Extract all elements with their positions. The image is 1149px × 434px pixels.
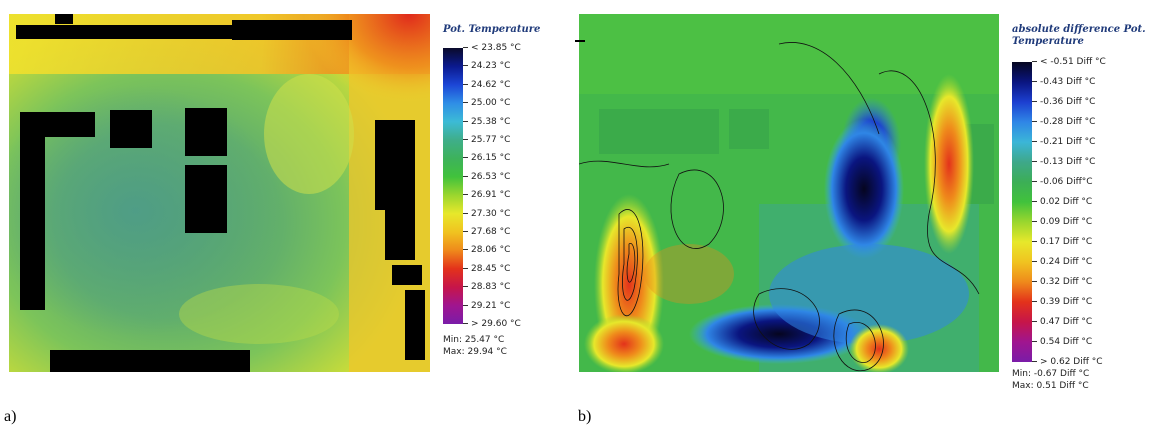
legend-tick-label: 0.47 Diff °C [1032, 317, 1092, 327]
legend-tick-label: 24.62 °C [463, 80, 510, 90]
legend-tick-label: 29.21 °C [463, 301, 510, 311]
legend-tick-label: > 29.60 °C [463, 319, 521, 329]
legend-tick-label: -0.43 Diff °C [1032, 77, 1095, 87]
legend-title: absolute difference Pot. Temperature [1012, 24, 1146, 47]
legend-tick-label: > 0.62 Diff °C [1032, 357, 1103, 367]
legend-tick-label: 28.06 °C [463, 245, 510, 255]
legend-tick-label: 28.83 °C [463, 282, 510, 292]
legend-title: Pot. Temperature [443, 24, 541, 35]
building [16, 25, 233, 39]
legend-tick-label: -0.28 Diff °C [1032, 117, 1095, 127]
legend-tick-label: 0.24 Diff °C [1032, 257, 1092, 267]
legend-tick-label: -0.06 Diff°C [1032, 177, 1093, 187]
legend-tick-label: 0.39 Diff °C [1032, 297, 1092, 307]
legend-tick-label: -0.13 Diff °C [1032, 157, 1095, 167]
max-label: Max: 29.94 °C [443, 347, 507, 357]
legend-tick-label: 25.77 °C [463, 135, 510, 145]
panel-b: absolute difference Pot. Temperature Min… [560, 0, 1149, 434]
building [20, 112, 95, 137]
legend-tick-label: 26.15 °C [463, 153, 510, 163]
building [185, 165, 227, 233]
legend-tick-label: 27.30 °C [463, 209, 510, 219]
panel-caption: a) [4, 408, 17, 425]
building [392, 265, 422, 285]
legend-tick-label: < 23.85 °C [463, 43, 521, 53]
panel-caption: b) [578, 408, 592, 425]
building [375, 120, 415, 210]
building [50, 350, 250, 372]
difference-map-b [579, 14, 999, 372]
panel-a: Pot. Temperature Min: 25.47 °C Max: 29.9… [0, 0, 560, 434]
building [110, 110, 152, 148]
legend-tick-label: 28.45 °C [463, 264, 510, 274]
legend-tick-label: < -0.51 Diff °C [1032, 57, 1106, 67]
building [185, 108, 227, 156]
legend-tick-label: 26.91 °C [463, 190, 510, 200]
legend-tick-label: 27.68 °C [463, 227, 510, 237]
legend-tick-label: 25.38 °C [463, 117, 510, 127]
building [20, 135, 45, 310]
legend-tick-label: 25.00 °C [463, 98, 510, 108]
legend-tick-label: 26.53 °C [463, 172, 510, 182]
building [405, 290, 425, 360]
legend-tick-label: 24.23 °C [463, 61, 510, 71]
legend-tick-label: 0.32 Diff °C [1032, 277, 1092, 287]
min-label: Min: -0.67 Diff °C [1012, 369, 1090, 379]
legend-tick-label: -0.21 Diff °C [1032, 137, 1095, 147]
max-label: Max: 0.51 Diff °C [1012, 381, 1089, 391]
legend-tick-label: 0.54 Diff °C [1032, 337, 1092, 347]
color-scale-bar [1012, 62, 1032, 362]
legend-tick-label: 0.17 Diff °C [1032, 237, 1092, 247]
legend-tick-label: 0.02 Diff °C [1032, 197, 1092, 207]
legend-tick-label: 0.09 Diff °C [1032, 217, 1092, 227]
building [385, 210, 415, 260]
building [232, 20, 352, 40]
building [575, 40, 585, 42]
min-label: Min: 25.47 °C [443, 335, 505, 345]
color-scale-bar [443, 48, 463, 324]
legend-tick-label: -0.36 Diff °C [1032, 97, 1095, 107]
building [55, 14, 73, 24]
